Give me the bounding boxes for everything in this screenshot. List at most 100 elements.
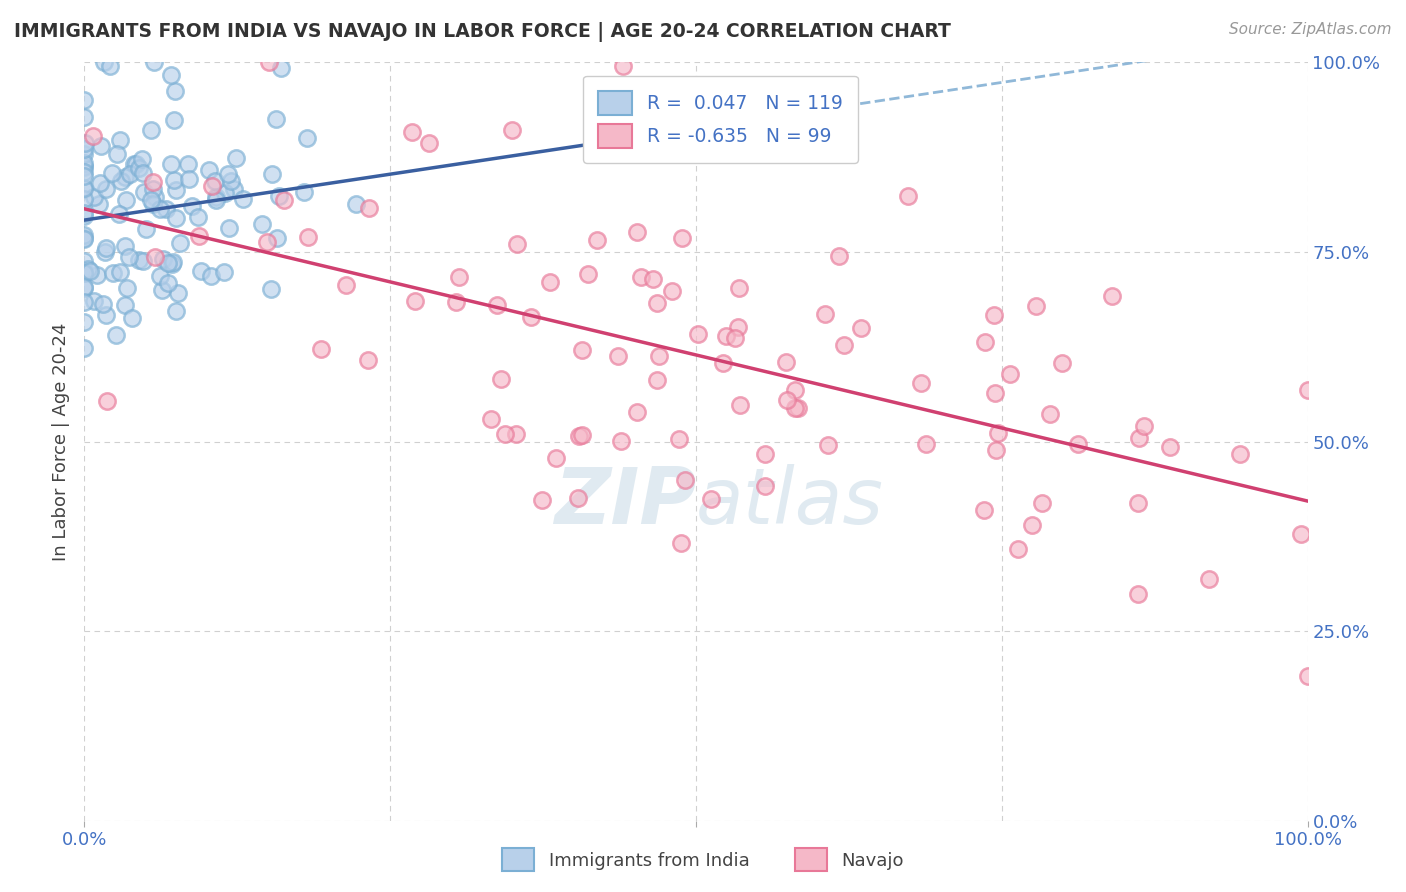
Point xyxy=(73,169,96,183)
Point xyxy=(205,189,228,203)
Point xyxy=(1132,419,1154,434)
Point xyxy=(915,437,938,451)
Point xyxy=(530,492,553,507)
Point xyxy=(544,451,567,466)
Point xyxy=(155,202,177,216)
Point xyxy=(141,122,163,136)
Point xyxy=(501,123,523,137)
Point xyxy=(295,131,318,145)
Point xyxy=(152,252,174,267)
Point xyxy=(118,167,141,181)
Point xyxy=(73,192,96,206)
Point xyxy=(668,432,690,446)
Point xyxy=(257,55,280,70)
Point xyxy=(131,166,153,180)
Point xyxy=(686,327,709,342)
Point xyxy=(101,166,124,180)
Point xyxy=(143,190,166,204)
Point xyxy=(1007,541,1029,556)
Text: Source: ZipAtlas.com: Source: ZipAtlas.com xyxy=(1229,22,1392,37)
Point xyxy=(73,156,96,170)
Point xyxy=(73,206,96,220)
Point xyxy=(200,268,222,283)
Point xyxy=(162,254,184,268)
Point xyxy=(197,162,219,177)
Point xyxy=(108,207,131,221)
Point xyxy=(1025,299,1047,313)
Point xyxy=(538,275,561,289)
Point xyxy=(73,182,96,196)
Point xyxy=(418,136,440,151)
Point xyxy=(73,160,96,174)
Point xyxy=(132,254,155,268)
Point xyxy=(86,268,108,282)
Point xyxy=(212,265,235,279)
Point xyxy=(910,376,932,391)
Point xyxy=(1021,518,1043,533)
Point xyxy=(73,266,96,280)
Point xyxy=(166,211,188,225)
Point xyxy=(142,182,165,196)
Point xyxy=(163,112,186,127)
Point xyxy=(309,342,332,356)
Point xyxy=(292,186,315,200)
Point xyxy=(187,229,209,244)
Point xyxy=(107,146,129,161)
Point xyxy=(1229,447,1251,461)
Point xyxy=(142,55,165,70)
Point xyxy=(122,156,145,170)
Point xyxy=(571,427,593,442)
Point xyxy=(73,93,96,107)
Point xyxy=(1198,572,1220,586)
Point xyxy=(754,479,776,493)
Point xyxy=(446,294,468,309)
Point xyxy=(214,186,236,201)
Point xyxy=(218,221,240,235)
Point xyxy=(700,491,723,506)
Point xyxy=(162,256,184,270)
Point xyxy=(232,192,254,206)
Point xyxy=(73,142,96,156)
Point xyxy=(724,331,747,345)
Point xyxy=(73,341,96,355)
Point xyxy=(73,210,96,224)
Point xyxy=(335,277,357,292)
Point xyxy=(179,172,201,186)
Point xyxy=(576,268,599,282)
Point xyxy=(143,250,166,264)
Point xyxy=(160,68,183,82)
Point xyxy=(139,193,162,207)
Point xyxy=(1031,496,1053,510)
Point xyxy=(775,355,797,369)
Point xyxy=(813,307,835,321)
Point xyxy=(404,293,426,308)
Point xyxy=(647,296,669,310)
Point xyxy=(1296,383,1319,397)
Point xyxy=(160,157,183,171)
Point xyxy=(73,264,96,278)
Point xyxy=(89,176,111,190)
Point xyxy=(115,281,138,295)
Point xyxy=(626,225,648,239)
Point xyxy=(506,236,529,251)
Point xyxy=(1101,288,1123,302)
Point xyxy=(612,59,634,73)
Point xyxy=(134,185,156,199)
Point xyxy=(647,349,669,363)
Point xyxy=(256,235,278,249)
Point xyxy=(83,293,105,308)
Point xyxy=(101,266,124,280)
Point xyxy=(165,183,187,197)
Point xyxy=(626,404,648,418)
Point xyxy=(115,193,138,207)
Point xyxy=(1050,356,1073,370)
Point xyxy=(505,427,527,442)
Point xyxy=(110,174,132,188)
Point xyxy=(166,285,188,300)
Point xyxy=(73,159,96,173)
Point xyxy=(728,398,751,412)
Point xyxy=(94,308,117,322)
Text: ZIP: ZIP xyxy=(554,464,696,541)
Point xyxy=(711,356,734,370)
Point xyxy=(163,173,186,187)
